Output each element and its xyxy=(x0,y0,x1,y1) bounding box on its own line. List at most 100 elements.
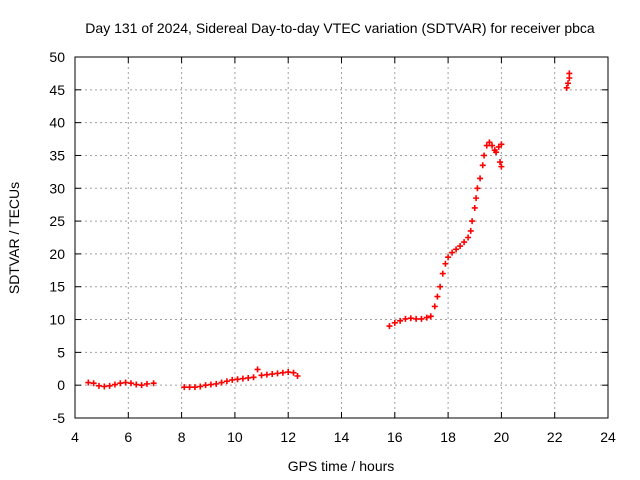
x-tick-label: 24 xyxy=(600,429,616,445)
data-point xyxy=(117,380,124,387)
data-point xyxy=(122,379,129,386)
data-point xyxy=(439,270,446,277)
data-point xyxy=(481,152,488,159)
data-point xyxy=(111,381,118,388)
data-point xyxy=(437,283,444,290)
x-tick-label: 22 xyxy=(547,429,563,445)
data-point xyxy=(143,380,150,387)
data-point xyxy=(391,319,398,326)
data-point xyxy=(127,380,134,387)
data-point xyxy=(290,369,297,376)
data-point xyxy=(461,239,468,246)
data-point xyxy=(434,293,441,300)
y-tick-label: 10 xyxy=(49,312,65,328)
data-point xyxy=(269,371,276,378)
data-point xyxy=(465,234,472,241)
data-point xyxy=(479,162,486,169)
data-point xyxy=(423,314,430,321)
data-point xyxy=(457,243,464,250)
data-point xyxy=(285,369,292,376)
x-tick-label: 8 xyxy=(178,429,186,445)
x-tick-label: 16 xyxy=(387,429,403,445)
y-tick-label: 35 xyxy=(49,147,65,163)
x-tick-label: 6 xyxy=(124,429,132,445)
data-point xyxy=(486,139,493,146)
x-tick-label: 18 xyxy=(440,429,456,445)
data-point xyxy=(197,383,204,390)
data-point xyxy=(449,249,456,256)
y-tick-label: 5 xyxy=(57,344,65,360)
data-point xyxy=(467,227,474,234)
data-point xyxy=(258,372,265,379)
data-point xyxy=(223,378,230,385)
y-axis-label: SDTVAR / TECUs xyxy=(6,182,22,294)
data-point xyxy=(150,380,157,387)
data-point xyxy=(202,382,209,389)
data-point xyxy=(213,380,220,387)
data-point xyxy=(207,381,214,388)
data-point xyxy=(442,260,449,267)
data-point xyxy=(263,371,270,378)
y-tick-label: 50 xyxy=(49,49,65,65)
data-point xyxy=(229,376,236,383)
data-point xyxy=(106,382,113,389)
y-tick-label: -5 xyxy=(53,410,66,426)
data-point xyxy=(181,384,188,391)
data-point xyxy=(497,159,504,166)
data-point xyxy=(133,381,140,388)
data-point xyxy=(565,80,572,87)
data-point xyxy=(234,376,241,383)
data-point xyxy=(186,384,193,391)
data-point xyxy=(498,141,505,148)
data-point xyxy=(386,323,393,330)
x-tick-label: 12 xyxy=(280,429,296,445)
data-point xyxy=(418,315,425,322)
data-point xyxy=(245,374,252,381)
x-axis-label: GPS time / hours xyxy=(288,458,395,474)
x-tick-label: 14 xyxy=(334,429,350,445)
data-point xyxy=(471,204,478,211)
y-tick-label: 25 xyxy=(49,213,65,229)
data-point xyxy=(138,382,145,389)
data-point xyxy=(90,380,97,387)
data-point xyxy=(566,70,573,77)
data-point xyxy=(218,379,225,386)
data-point xyxy=(95,382,102,389)
data-point xyxy=(250,374,257,381)
chart-title: Day 131 of 2024, Sidereal Day-to-day VTE… xyxy=(85,20,595,36)
grid xyxy=(75,57,608,418)
data-point xyxy=(469,218,476,225)
data-point xyxy=(294,372,301,379)
data-point xyxy=(563,84,570,91)
data-point xyxy=(491,147,498,154)
data-points xyxy=(85,70,573,391)
data-point xyxy=(402,315,409,322)
y-tick-label: 45 xyxy=(49,82,65,98)
data-point xyxy=(407,315,414,322)
data-point xyxy=(427,313,434,320)
data-point xyxy=(279,369,286,376)
x-tick-label: 4 xyxy=(71,429,79,445)
data-point xyxy=(453,246,460,253)
data-point xyxy=(489,142,496,149)
y-tick-label: 15 xyxy=(49,279,65,295)
data-point xyxy=(85,379,92,386)
y-tick-label: 20 xyxy=(49,246,65,262)
y-tick-label: 30 xyxy=(49,180,65,196)
data-point xyxy=(445,254,452,261)
data-point xyxy=(473,195,480,202)
data-point xyxy=(498,163,505,170)
data-point xyxy=(239,375,246,382)
data-point xyxy=(483,142,490,149)
data-point xyxy=(413,315,420,322)
data-point xyxy=(397,317,404,324)
data-point xyxy=(101,383,108,390)
data-point xyxy=(431,303,438,310)
data-point xyxy=(254,366,261,373)
data-point xyxy=(274,370,281,377)
data-point xyxy=(474,185,481,192)
y-tick-label: 0 xyxy=(57,377,65,393)
x-tick-label: 10 xyxy=(227,429,243,445)
plot-frame xyxy=(74,56,609,419)
